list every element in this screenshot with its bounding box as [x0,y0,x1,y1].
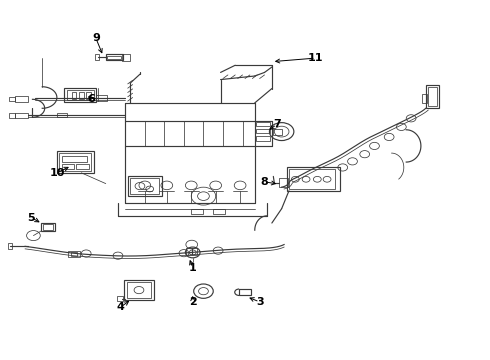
Bar [213,209,225,214]
Bar [41,224,55,231]
Bar [428,87,437,107]
Bar [191,209,203,214]
Bar [130,178,159,194]
Bar [279,178,288,187]
Bar [186,248,197,255]
Text: 3: 3 [256,297,264,307]
Bar [57,113,67,117]
Bar [67,90,94,100]
Bar [15,113,27,118]
Text: 9: 9 [92,33,100,43]
Text: 4: 4 [117,302,124,312]
Bar [256,129,270,134]
Bar [127,282,151,298]
Bar [289,169,335,189]
Bar [9,97,15,101]
Text: 10: 10 [49,168,65,178]
Bar [86,92,91,99]
Bar [76,164,89,169]
Bar [422,94,427,103]
Bar [15,96,27,102]
Bar [59,153,91,171]
Bar [106,54,123,60]
Bar [256,136,270,140]
Text: 11: 11 [308,53,323,63]
Text: 5: 5 [27,213,35,222]
Text: 8: 8 [261,177,269,187]
Bar [7,243,12,249]
Bar [124,280,154,300]
Bar [273,129,282,135]
Bar [95,54,99,59]
Bar [96,95,107,101]
Bar [62,164,74,169]
Bar [256,122,270,126]
Bar [107,55,121,59]
Bar [72,92,76,99]
Text: 6: 6 [87,94,95,104]
Bar [64,88,96,102]
Text: 1: 1 [189,263,196,273]
Bar [57,151,94,173]
Bar [71,252,77,256]
Bar [68,251,80,257]
Bar [43,225,53,230]
Bar [122,54,130,61]
Bar [79,92,84,99]
Bar [117,296,123,301]
Text: 2: 2 [189,297,196,307]
Bar [128,176,162,196]
Bar [62,156,87,162]
Bar [287,167,340,191]
Bar [426,85,440,108]
Bar [9,113,15,118]
Bar [239,289,251,296]
Text: 7: 7 [273,120,281,129]
